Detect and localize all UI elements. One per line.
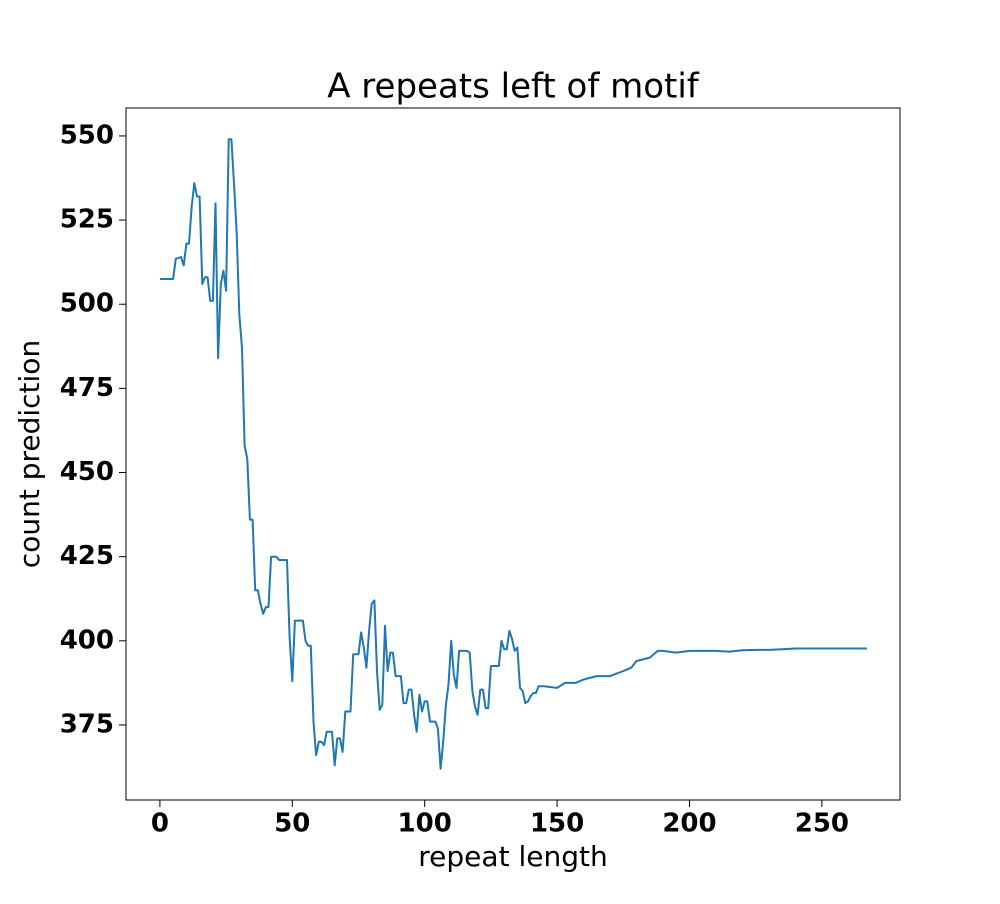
x-tick-label: 150 [530,809,584,839]
y-tick-label: 525 [60,205,114,235]
y-tick-label: 425 [60,541,114,571]
y-axis-label: count prediction [13,340,46,568]
chart-title: A repeats left of motif [327,67,700,107]
x-tick-label: 200 [662,809,716,839]
x-tick-label: 0 [151,809,169,839]
y-tick-label: 400 [60,625,114,655]
y-tick-label: 450 [60,457,114,487]
line [159,138,867,770]
y-tick-label: 500 [60,289,114,319]
x-tick-label: 250 [795,809,849,839]
y-tick-label: 375 [60,709,114,739]
x-tick-label: 100 [398,809,452,839]
y-tick-label: 550 [60,120,114,150]
plot-frame [125,107,901,801]
x-axis-label: repeat length [418,840,607,873]
y-tick-label: 475 [60,373,114,403]
x-tick-label: 50 [274,809,310,839]
